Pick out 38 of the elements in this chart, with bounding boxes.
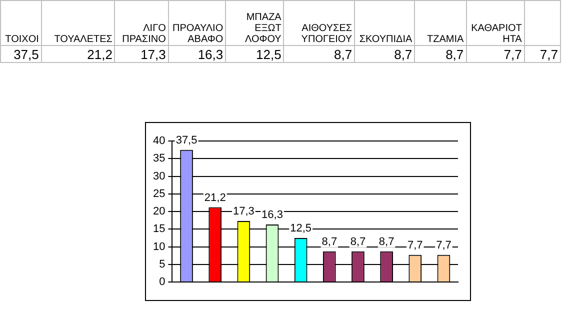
- text: ΣΚΟΥΠΙΔΙΑ: [354, 0, 415, 46]
- data-label: 8,7: [322, 236, 338, 248]
- y-tick-label: 35: [152, 152, 166, 165]
- text: 17,3: [140, 46, 166, 62]
- text: ΤΟΙΧΟΙ: [0, 0, 42, 46]
- data-label: 21,2: [204, 192, 226, 204]
- y-tick-label: 20: [152, 206, 166, 218]
- text: ΤΖΑΜΙΑ: [414, 0, 466, 46]
- y-tick-label: 40: [152, 135, 166, 148]
- y-tick-label: 15: [152, 223, 166, 236]
- text: 7,7: [504, 46, 522, 62]
- y-tick-label: 10: [152, 240, 166, 253]
- text: 8,7: [394, 46, 412, 62]
- text: ΛΙΓΟ ΠΡΑΣΙΝΟ: [114, 0, 168, 46]
- text: ΤΟΥΑΛΕΤΕΣ: [41, 0, 115, 46]
- text: 37,5: [14, 46, 39, 62]
- text: 12,5: [256, 46, 282, 62]
- data-label: 7,7: [436, 239, 452, 252]
- y-tick-label: 25: [152, 188, 166, 200]
- data-label: 37,5: [176, 134, 198, 146]
- text: 8,7: [334, 46, 352, 62]
- text: ΚΑΘΑΡΙΟΤΗΤΑ: [466, 0, 524, 46]
- text: 21,2: [87, 46, 112, 62]
- data-label: 8,7: [378, 236, 394, 248]
- text: 7,7: [540, 46, 558, 62]
- y-tick-label: 0: [159, 276, 166, 288]
- data-label: 7,7: [407, 239, 423, 252]
- y-tick-label: 30: [152, 170, 166, 182]
- text: ΠΡΟΑΥΛΙΟ ΑΒΑΦΟ: [168, 0, 226, 46]
- data-label: 12,5: [290, 222, 312, 234]
- data-label: 16,3: [262, 209, 283, 222]
- data-label: 8,7: [350, 236, 366, 248]
- text: 8,7: [446, 46, 464, 62]
- text: ΜΠΑΖΑ ΕΞΩΤ ΛΟΦΟΥ: [226, 0, 284, 46]
- text: ΑΙΘΟΥΣΕΣ ΥΠΟΓΕΙΟΥ: [284, 0, 355, 46]
- y-tick-label: 5: [159, 258, 166, 270]
- data-label: 17,3: [232, 206, 254, 218]
- text: 16,3: [198, 46, 224, 62]
